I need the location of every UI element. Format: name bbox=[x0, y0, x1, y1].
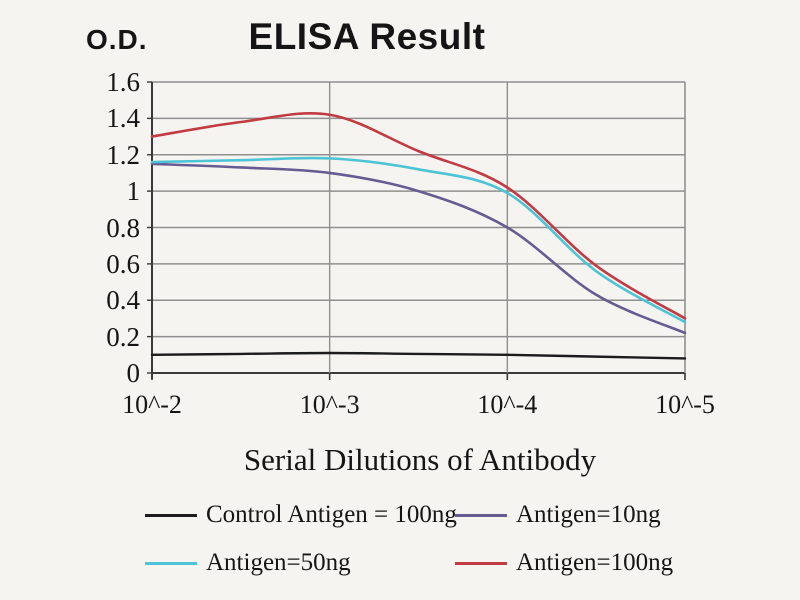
y-tick-label: 0.6 bbox=[106, 248, 140, 279]
x-tick-label: 10^-4 bbox=[477, 390, 538, 419]
legend-label-10ng: Antigen=10ng bbox=[516, 501, 661, 528]
series-line-2 bbox=[150, 156, 687, 324]
legend-line-sample-50ng bbox=[145, 561, 197, 565]
legend-line-sample-10ng bbox=[455, 513, 507, 517]
y-tick-label: 0.2 bbox=[106, 321, 140, 352]
chart-title: ELISA Result bbox=[248, 16, 486, 57]
legend-item-control-antigen: Control Antigen = 100ng bbox=[145, 500, 457, 530]
legend-line-sample-control bbox=[145, 513, 197, 517]
legend-line-sample-100ng bbox=[455, 561, 507, 565]
y-axis-title: O.D. bbox=[86, 24, 148, 55]
legend-label-control: Control Antigen = 100ng bbox=[206, 501, 457, 528]
y-tick-label: 1.4 bbox=[106, 103, 140, 134]
x-tick-label: 10^-5 bbox=[655, 390, 715, 419]
y-tick-label: 1 bbox=[126, 176, 141, 207]
y-tick-label: 0 bbox=[126, 358, 141, 388]
legend-item-antigen-10ng: Antigen=10ng bbox=[455, 500, 661, 530]
legend-item-antigen-100ng: Antigen=100ng bbox=[455, 548, 673, 578]
y-tick-label: 0.4 bbox=[106, 285, 140, 316]
x-tick-label: 10^-2 bbox=[122, 390, 182, 419]
series-line-3 bbox=[150, 111, 687, 320]
legend-label-50ng: Antigen=50ng bbox=[206, 549, 351, 576]
x-tick-label: 10^-3 bbox=[299, 390, 360, 419]
y-tick-label: 1.2 bbox=[106, 139, 140, 170]
x-axis-title: Serial Dilutions of Antibody bbox=[243, 442, 597, 477]
y-tick-label: 1.6 bbox=[106, 67, 140, 97]
y-tick-label: 0.8 bbox=[106, 212, 140, 243]
series-line-1 bbox=[150, 162, 687, 335]
legend-label-100ng: Antigen=100ng bbox=[516, 549, 674, 576]
series-line-0 bbox=[150, 351, 687, 360]
legend-item-antigen-50ng: Antigen=50ng bbox=[145, 548, 351, 578]
